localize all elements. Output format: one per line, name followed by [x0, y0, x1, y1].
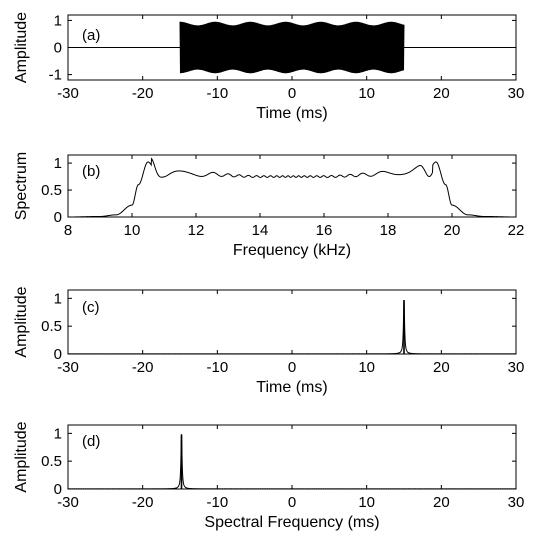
panel-b-ytick-label: 0.5	[41, 182, 62, 199]
panel-c-ytick-label: 0.5	[41, 318, 62, 335]
panel-d-tag: (d)	[82, 433, 100, 450]
panel-c-xtick-label: 0	[288, 359, 296, 376]
panel-a-plot-area	[68, 21, 516, 74]
panel-a: -30 -20 -10 0 10 20 30-101 (a) Time (ms) Ampli…	[13, 12, 524, 122]
panel-c-xtick-label: 10	[358, 359, 375, 376]
panel-d-plot-area	[68, 434, 516, 489]
panel-b: 8 10 12 14 16 18 20 22 0 0.5 1 (b) Frequency (kHz)…	[13, 152, 524, 259]
panel-b-xtick-label: 20	[444, 222, 461, 239]
panel-a-xtick-label: -30	[57, 85, 79, 102]
panel-c-xtick-label: -10	[206, 359, 228, 376]
panel-b-spectrum-line	[68, 157, 516, 217]
panel-a-xtick-label: 20	[433, 85, 450, 102]
panel-c-ylabel: Amplitude	[13, 286, 30, 357]
panel-b-xtick-label: 8	[64, 222, 72, 239]
panel-a-xtick-label: 10	[358, 85, 375, 102]
panel-b-xtick-label: 22	[508, 222, 525, 239]
panel-c-xtick-label: -20	[132, 359, 154, 376]
panel-c-xlabel: Time (ms)	[256, 379, 327, 396]
panel-b-xtick-label: 12	[188, 222, 205, 239]
panel-c-ytick-label: 1	[54, 290, 62, 307]
panel-d-xtick-label: 10	[358, 494, 375, 511]
panel-a-xlabel: Time (ms)	[256, 105, 327, 122]
panel-b-xtick-label: 10	[124, 222, 141, 239]
panel-b-xtick-label: 16	[316, 222, 333, 239]
panel-b-ytick-label: 0	[54, 209, 62, 226]
panel-a-ytick-label: 0	[54, 40, 62, 57]
panel-b-xtick-label: 14	[252, 222, 269, 239]
panel-a-ytick-label: 1	[54, 12, 62, 29]
panel-d-xtick-label: 20	[433, 494, 450, 511]
panel-c-tag: (c)	[82, 299, 100, 316]
panel-b-xtick-label: 18	[380, 222, 397, 239]
panel-d-frame	[67, 424, 517, 490]
panel-d-xtick-label: -30	[57, 494, 79, 511]
panel-c-frame	[67, 289, 517, 355]
panel-b-tag: (b)	[82, 163, 100, 180]
panel-c: -30 -20 -10 0 10 20 30 0 0.5 1 (c) Time (ms) Ampl…	[13, 286, 524, 396]
panel-b-frame	[67, 154, 517, 218]
panel-a-tag: (a)	[82, 27, 100, 44]
panel-d-xtick-label: -10	[206, 494, 228, 511]
panel-b-ylabel: Spectrum	[13, 152, 30, 220]
panel-d-xtick-label: 30	[508, 494, 525, 511]
panel-a-ytick-label: -1	[49, 67, 62, 84]
panel-c-ytick-label: 0	[54, 346, 62, 363]
panel-d-ticks: -30 -20 -10 0 10 20 30 0 0.5 1	[41, 425, 524, 511]
panel-d-ytick-label: 0.5	[41, 453, 62, 470]
panel-d-xtick-label: -20	[132, 494, 154, 511]
panel-d-xtick-label: 0	[288, 494, 296, 511]
panel-a-signal-line	[179, 21, 405, 74]
panel-a-xtick-label: 0	[288, 85, 296, 102]
panel-b-ticks: 8 10 12 14 16 18 20 22 0 0.5 1	[41, 155, 524, 239]
panel-a-xtick-label: -10	[206, 85, 228, 102]
panel-d-response-line	[68, 434, 516, 489]
panel-d: -30 -20 -10 0 10 20 30 0 0.5 1 (d) Spectral Frequ…	[13, 421, 524, 531]
panel-c-ticks: -30 -20 -10 0 10 20 30 0 0.5 1	[41, 290, 524, 376]
panel-b-xlabel: Frequency (kHz)	[233, 242, 351, 259]
panel-a-xtick-label: 30	[508, 85, 525, 102]
panel-d-ytick-label: 0	[54, 481, 62, 498]
panel-c-xtick-label: 30	[508, 359, 525, 376]
panel-a-ylabel: Amplitude	[13, 12, 30, 83]
panel-d-xlabel: Spectral Frequency (ms)	[204, 514, 379, 531]
panel-b-ytick-label: 1	[54, 155, 62, 172]
panel-d-ylabel: Amplitude	[13, 421, 30, 492]
panel-b-plot-area	[68, 157, 516, 217]
panel-c-xtick-label: 20	[433, 359, 450, 376]
panel-c-xtick-label: -30	[57, 359, 79, 376]
panel-a-ticks: -30 -20 -10 0 10 20 30-101	[49, 12, 525, 102]
panel-d-ytick-label: 1	[54, 425, 62, 442]
panel-a-xtick-label: -20	[132, 85, 154, 102]
panel-c-response-line	[68, 299, 516, 354]
panel-c-plot-area	[68, 299, 516, 354]
